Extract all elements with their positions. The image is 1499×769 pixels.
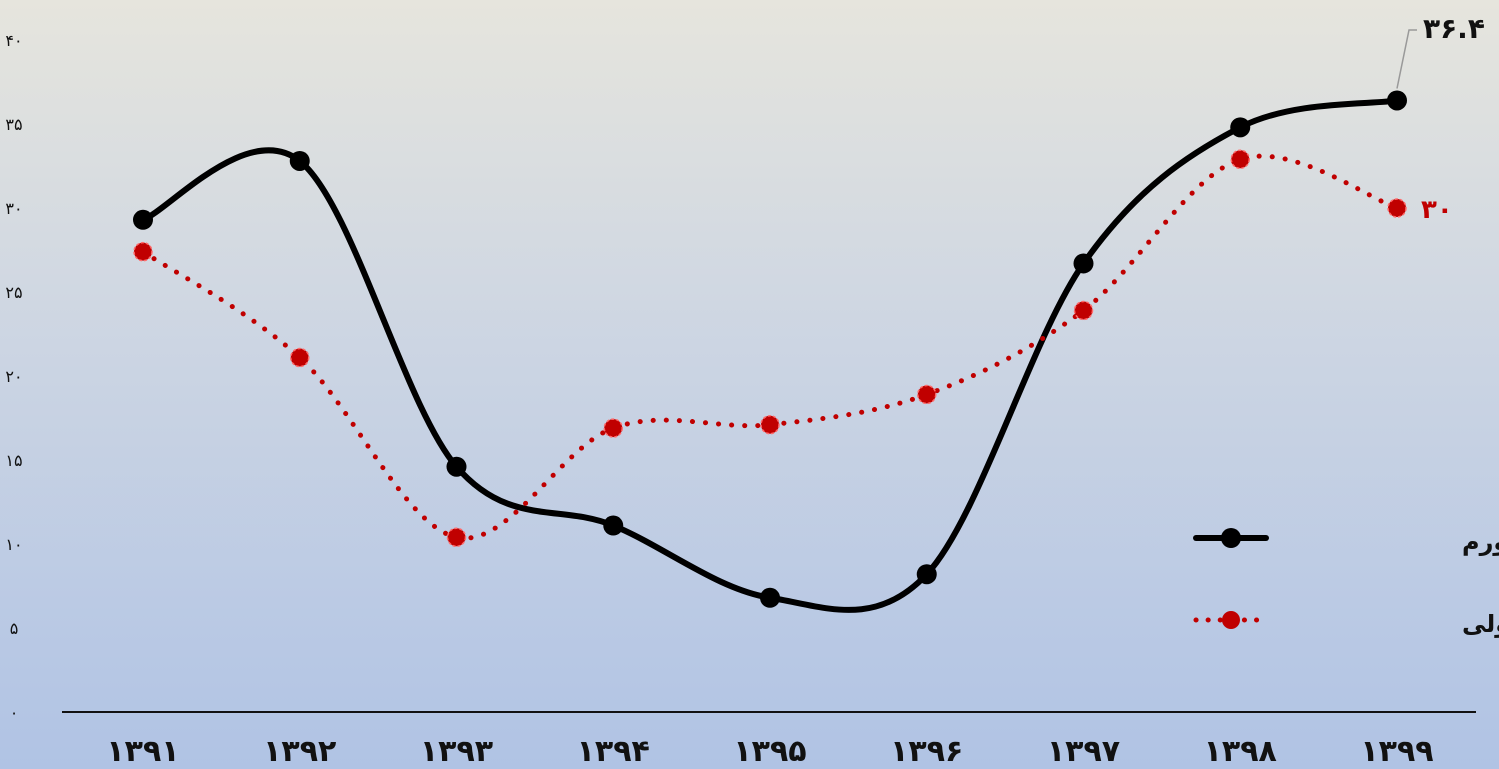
series-point-0 bbox=[133, 209, 153, 230]
series-point-0 bbox=[916, 564, 937, 585]
series-line-1 bbox=[140, 153, 1400, 541]
y-tick-label: ۵ bbox=[10, 619, 19, 638]
x-tick-label: ۱۳۹۹ bbox=[1360, 734, 1433, 769]
x-tick-label: ۱۳۹۱ bbox=[106, 734, 179, 769]
series-group bbox=[133, 90, 1407, 613]
legend-swatch-marker bbox=[1222, 611, 1240, 629]
data-label-leader bbox=[1396, 29, 1417, 89]
data-label: ۳۶.۴ bbox=[1423, 12, 1485, 45]
y-tick-label: ۳۰ bbox=[5, 199, 22, 218]
legend-swatch-marker bbox=[1221, 528, 1241, 548]
y-tick-label: ۱۰ bbox=[5, 535, 22, 554]
x-tick-label: ۱۳۹۲ bbox=[263, 734, 336, 769]
data-label: ۳۰ bbox=[1421, 195, 1453, 225]
series-point-0 bbox=[603, 515, 624, 536]
x-tick-label: ۱۳۹۴ bbox=[577, 734, 650, 769]
series-point-0 bbox=[1230, 117, 1251, 138]
y-tick-label: ۰ bbox=[10, 703, 19, 722]
series-point-0 bbox=[289, 150, 310, 171]
series-point-0 bbox=[1073, 253, 1094, 274]
series-point-1 bbox=[917, 384, 937, 405]
legend-label: رشد پایه پولی bbox=[1462, 610, 1499, 638]
x-tick-label: ۱۳۹۶ bbox=[890, 734, 963, 769]
y-tick-label: ۲۰ bbox=[5, 367, 22, 386]
series-point-1 bbox=[603, 418, 623, 438]
y-tick-label: ۲۵ bbox=[5, 283, 22, 302]
x-tick-label: ۱۳۹۳ bbox=[420, 734, 493, 769]
x-tick-label: ۱۳۹۵ bbox=[733, 734, 806, 769]
series-point-1 bbox=[760, 414, 780, 435]
legend-label: تورم bbox=[1462, 528, 1499, 556]
x-tick-label: ۱۳۹۷ bbox=[1047, 734, 1120, 769]
series-point-1 bbox=[290, 347, 310, 368]
x-tick-label: ۱۳۹۸ bbox=[1204, 734, 1277, 769]
series-point-1 bbox=[1230, 149, 1250, 170]
data-labels: ۳۶.۴ ۳۰ bbox=[1396, 12, 1485, 225]
y-tick-label: ۳۵ bbox=[5, 115, 22, 134]
y-tick-labels: ۰ ۵ ۱۰ ۱۵ ۲۰ ۲۵ ۳۰ ۳۵ ۴۰ bbox=[5, 31, 22, 722]
legend: تورم رشد پایه پولی bbox=[1193, 528, 1499, 638]
series-point-1 bbox=[1073, 300, 1094, 321]
series-point-0 bbox=[760, 587, 780, 608]
x-tick-labels: ۱۳۹۱ ۱۳۹۲ ۱۳۹۳ ۱۳۹۴ ۱۳۹۵ ۱۳۹۶ ۱۳۹۷ ۱۳۹۸ ۱۳۹۹ bbox=[106, 734, 1433, 769]
series-point-0 bbox=[446, 456, 467, 477]
series-point-1 bbox=[1387, 198, 1407, 218]
series-point-1 bbox=[133, 241, 153, 262]
series-point-0 bbox=[1387, 90, 1407, 111]
series-point-1 bbox=[446, 527, 467, 548]
y-tick-label: ۴۰ bbox=[5, 31, 22, 50]
series-line-0 bbox=[140, 97, 1400, 613]
y-tick-label: ۱۵ bbox=[5, 451, 22, 470]
